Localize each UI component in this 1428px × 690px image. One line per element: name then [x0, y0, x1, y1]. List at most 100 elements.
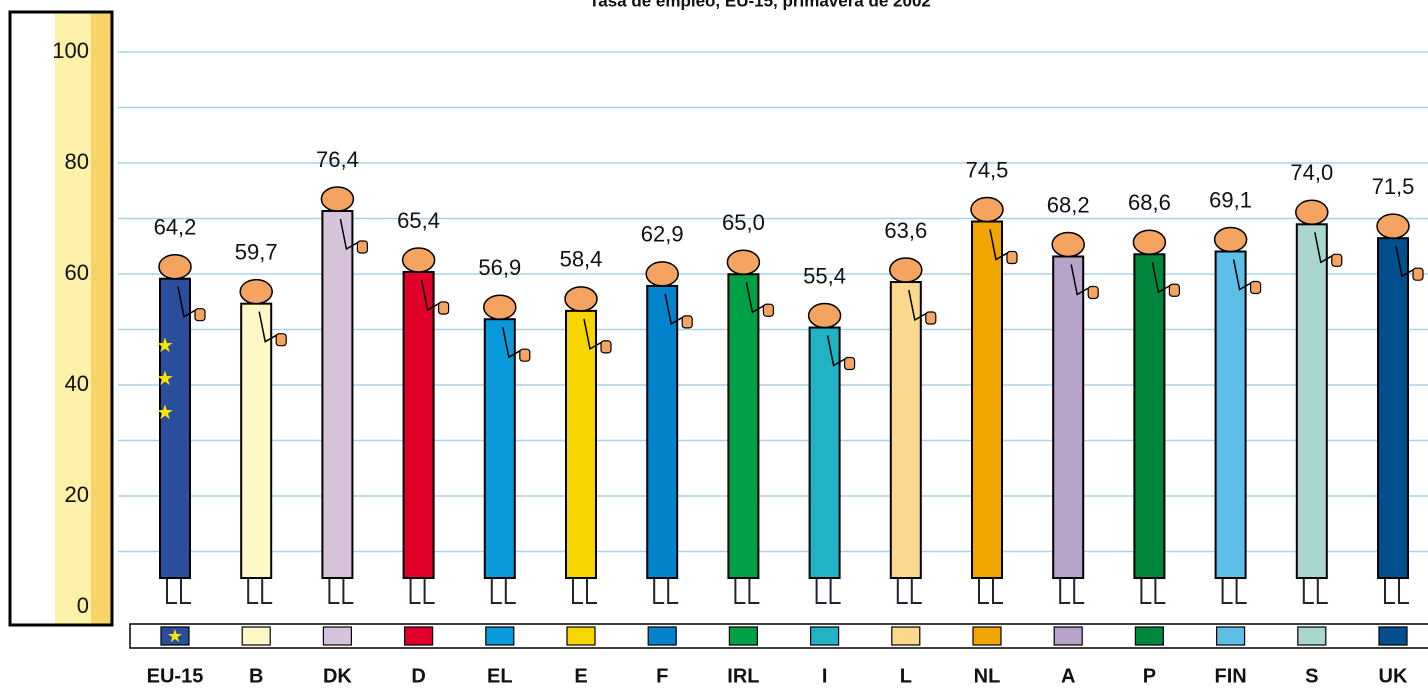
legend-swatch: [405, 627, 433, 645]
figure-hand: [1332, 254, 1342, 266]
figure-hand: [926, 312, 936, 324]
figure-head: [403, 248, 435, 272]
legend-swatch: [1054, 627, 1082, 645]
figure-hand: [520, 349, 530, 361]
x-tick-label: E: [574, 665, 587, 687]
figure-hand: [763, 304, 773, 316]
background: [0, 0, 1428, 690]
figure-head: [321, 187, 353, 211]
legend-swatch: [1135, 627, 1163, 645]
figure-head: [565, 287, 597, 311]
chart: Tasa de empleo, EU-15, primavera de 2002…: [0, 0, 1428, 690]
figure-head: [1296, 200, 1328, 224]
value-label: 59,7: [235, 239, 278, 264]
figure-hand: [195, 309, 205, 321]
legend-swatch: [1379, 627, 1407, 645]
figure-hand: [601, 341, 611, 353]
figure-head: [646, 262, 678, 286]
x-tick-label: S: [1305, 665, 1318, 687]
figure-hand: [1007, 252, 1017, 264]
x-tick-label: FIN: [1214, 665, 1246, 687]
star: ★: [156, 335, 174, 357]
legend-swatch: [973, 627, 1001, 645]
figure-hand: [276, 334, 286, 346]
bar: [1134, 254, 1164, 578]
bar: [1053, 256, 1083, 578]
value-label: 68,6: [1128, 190, 1171, 215]
value-label: 62,9: [641, 222, 684, 247]
y-tick-label: 20: [65, 482, 89, 507]
value-label: 55,4: [803, 263, 846, 288]
value-label: 65,0: [722, 210, 765, 235]
star: ★: [156, 368, 174, 390]
bar: [1297, 224, 1327, 578]
figure-hand: [1251, 281, 1261, 293]
value-label: 63,6: [884, 218, 927, 243]
figure-head: [1377, 214, 1409, 238]
value-label: 69,1: [1209, 187, 1252, 212]
value-label: 76,4: [316, 147, 359, 172]
bar: [485, 319, 515, 578]
figure-head: [1052, 232, 1084, 256]
bar: [1378, 238, 1408, 578]
figure-head: [1133, 230, 1165, 254]
value-label: 74,5: [966, 157, 1009, 182]
legend-swatch: [567, 627, 595, 645]
value-label: 68,2: [1047, 192, 1090, 217]
x-tick-label: F: [656, 665, 668, 687]
value-label: 74,0: [1290, 160, 1333, 185]
figure-head: [484, 295, 516, 319]
bar: [891, 282, 921, 578]
y-tick-label: 40: [65, 371, 89, 396]
y-tick-label: 100: [52, 38, 89, 63]
figure-head: [890, 258, 922, 282]
bar: [404, 272, 434, 578]
y-tick-label: 80: [65, 149, 89, 174]
legend-swatch: [811, 627, 839, 645]
figure-hand: [1088, 286, 1098, 298]
value-label: 58,4: [560, 247, 603, 272]
page: Tasa de empleo, EU-15, primavera de 2002…: [0, 0, 1428, 690]
y-tick-label: 60: [65, 260, 89, 285]
figure-head: [727, 250, 759, 274]
x-tick-label: EU-15: [147, 665, 204, 687]
figure-head: [971, 198, 1003, 222]
value-label: 56,9: [478, 255, 521, 280]
bar: [728, 274, 758, 578]
bar: [1216, 251, 1246, 578]
bar: [972, 222, 1002, 578]
legend-swatch: [486, 627, 514, 645]
legend-swatch: [729, 627, 757, 645]
x-tick-label: UK: [1379, 665, 1408, 687]
legend-swatch: [1217, 627, 1245, 645]
x-tick-label: EL: [487, 665, 513, 687]
x-tick-label: D: [411, 665, 425, 687]
legend-swatch: [323, 627, 351, 645]
value-label: 71,5: [1372, 174, 1415, 199]
legend-star: ★: [167, 626, 183, 646]
value-label: 64,2: [154, 215, 197, 240]
axis-strip-light: [55, 14, 91, 624]
axis-strip-dark: [91, 14, 111, 624]
chart-title: Tasa de empleo, EU-15, primavera de 2002: [589, 0, 931, 10]
bar: [566, 311, 596, 578]
x-tick-label: NL: [974, 665, 1001, 687]
star: ★: [156, 402, 174, 424]
bar: [241, 304, 271, 578]
figure-hand: [845, 358, 855, 370]
bar: [647, 286, 677, 578]
legend-swatch: [648, 627, 676, 645]
figure-head: [809, 304, 841, 328]
x-tick-label: A: [1061, 665, 1075, 687]
figure-hand: [1169, 284, 1179, 296]
value-label: 65,4: [397, 208, 440, 233]
y-tick-label: 0: [77, 593, 89, 618]
figure-hand: [357, 241, 367, 253]
legend-swatch: [242, 627, 270, 645]
bar: [160, 279, 190, 578]
x-tick-label: IRL: [727, 665, 759, 687]
figure-head: [1215, 227, 1247, 251]
x-tick-label: DK: [323, 665, 352, 687]
x-tick-label: B: [249, 665, 263, 687]
figure-hand: [439, 302, 449, 314]
